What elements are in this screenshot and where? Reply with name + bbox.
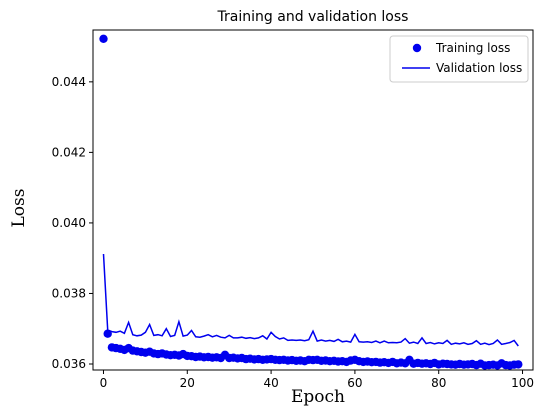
x-tick-label: 60 [347, 376, 362, 390]
training-loss-point [99, 34, 108, 43]
y-axis-label: Loss [9, 189, 29, 228]
y-tick-label: 0.038 [52, 286, 86, 300]
legend-training-marker [412, 43, 422, 53]
x-tick-label: 100 [511, 376, 534, 390]
chart-title: Training and validation loss [217, 9, 409, 25]
legend: Training loss Validation loss [389, 35, 529, 83]
legend-validation-label: Validation loss [436, 61, 522, 75]
ticks-layer: 0 20 40 60 80 100 0.036 0.038 0.040 0.042 0.044 [52, 75, 534, 390]
x-tick-label: 0 [100, 376, 108, 390]
validation-loss-line [102, 253, 519, 347]
y-tick-label: 0.036 [52, 357, 86, 371]
training-loss-point [514, 360, 523, 369]
y-tick-label: 0.044 [52, 75, 86, 89]
y-tick-label: 0.040 [52, 216, 86, 230]
x-tick-label: 20 [180, 376, 195, 390]
x-axis-label: Epoch [291, 387, 345, 407]
plot-frame [92, 29, 534, 371]
y-tick-label: 0.042 [52, 145, 86, 159]
training-loss-point [103, 329, 112, 338]
legend-training-label: Training loss [435, 41, 510, 55]
x-tick-label: 40 [263, 376, 278, 390]
series-layer [99, 34, 523, 370]
legend-box [389, 35, 529, 83]
x-tick-label: 80 [431, 376, 446, 390]
